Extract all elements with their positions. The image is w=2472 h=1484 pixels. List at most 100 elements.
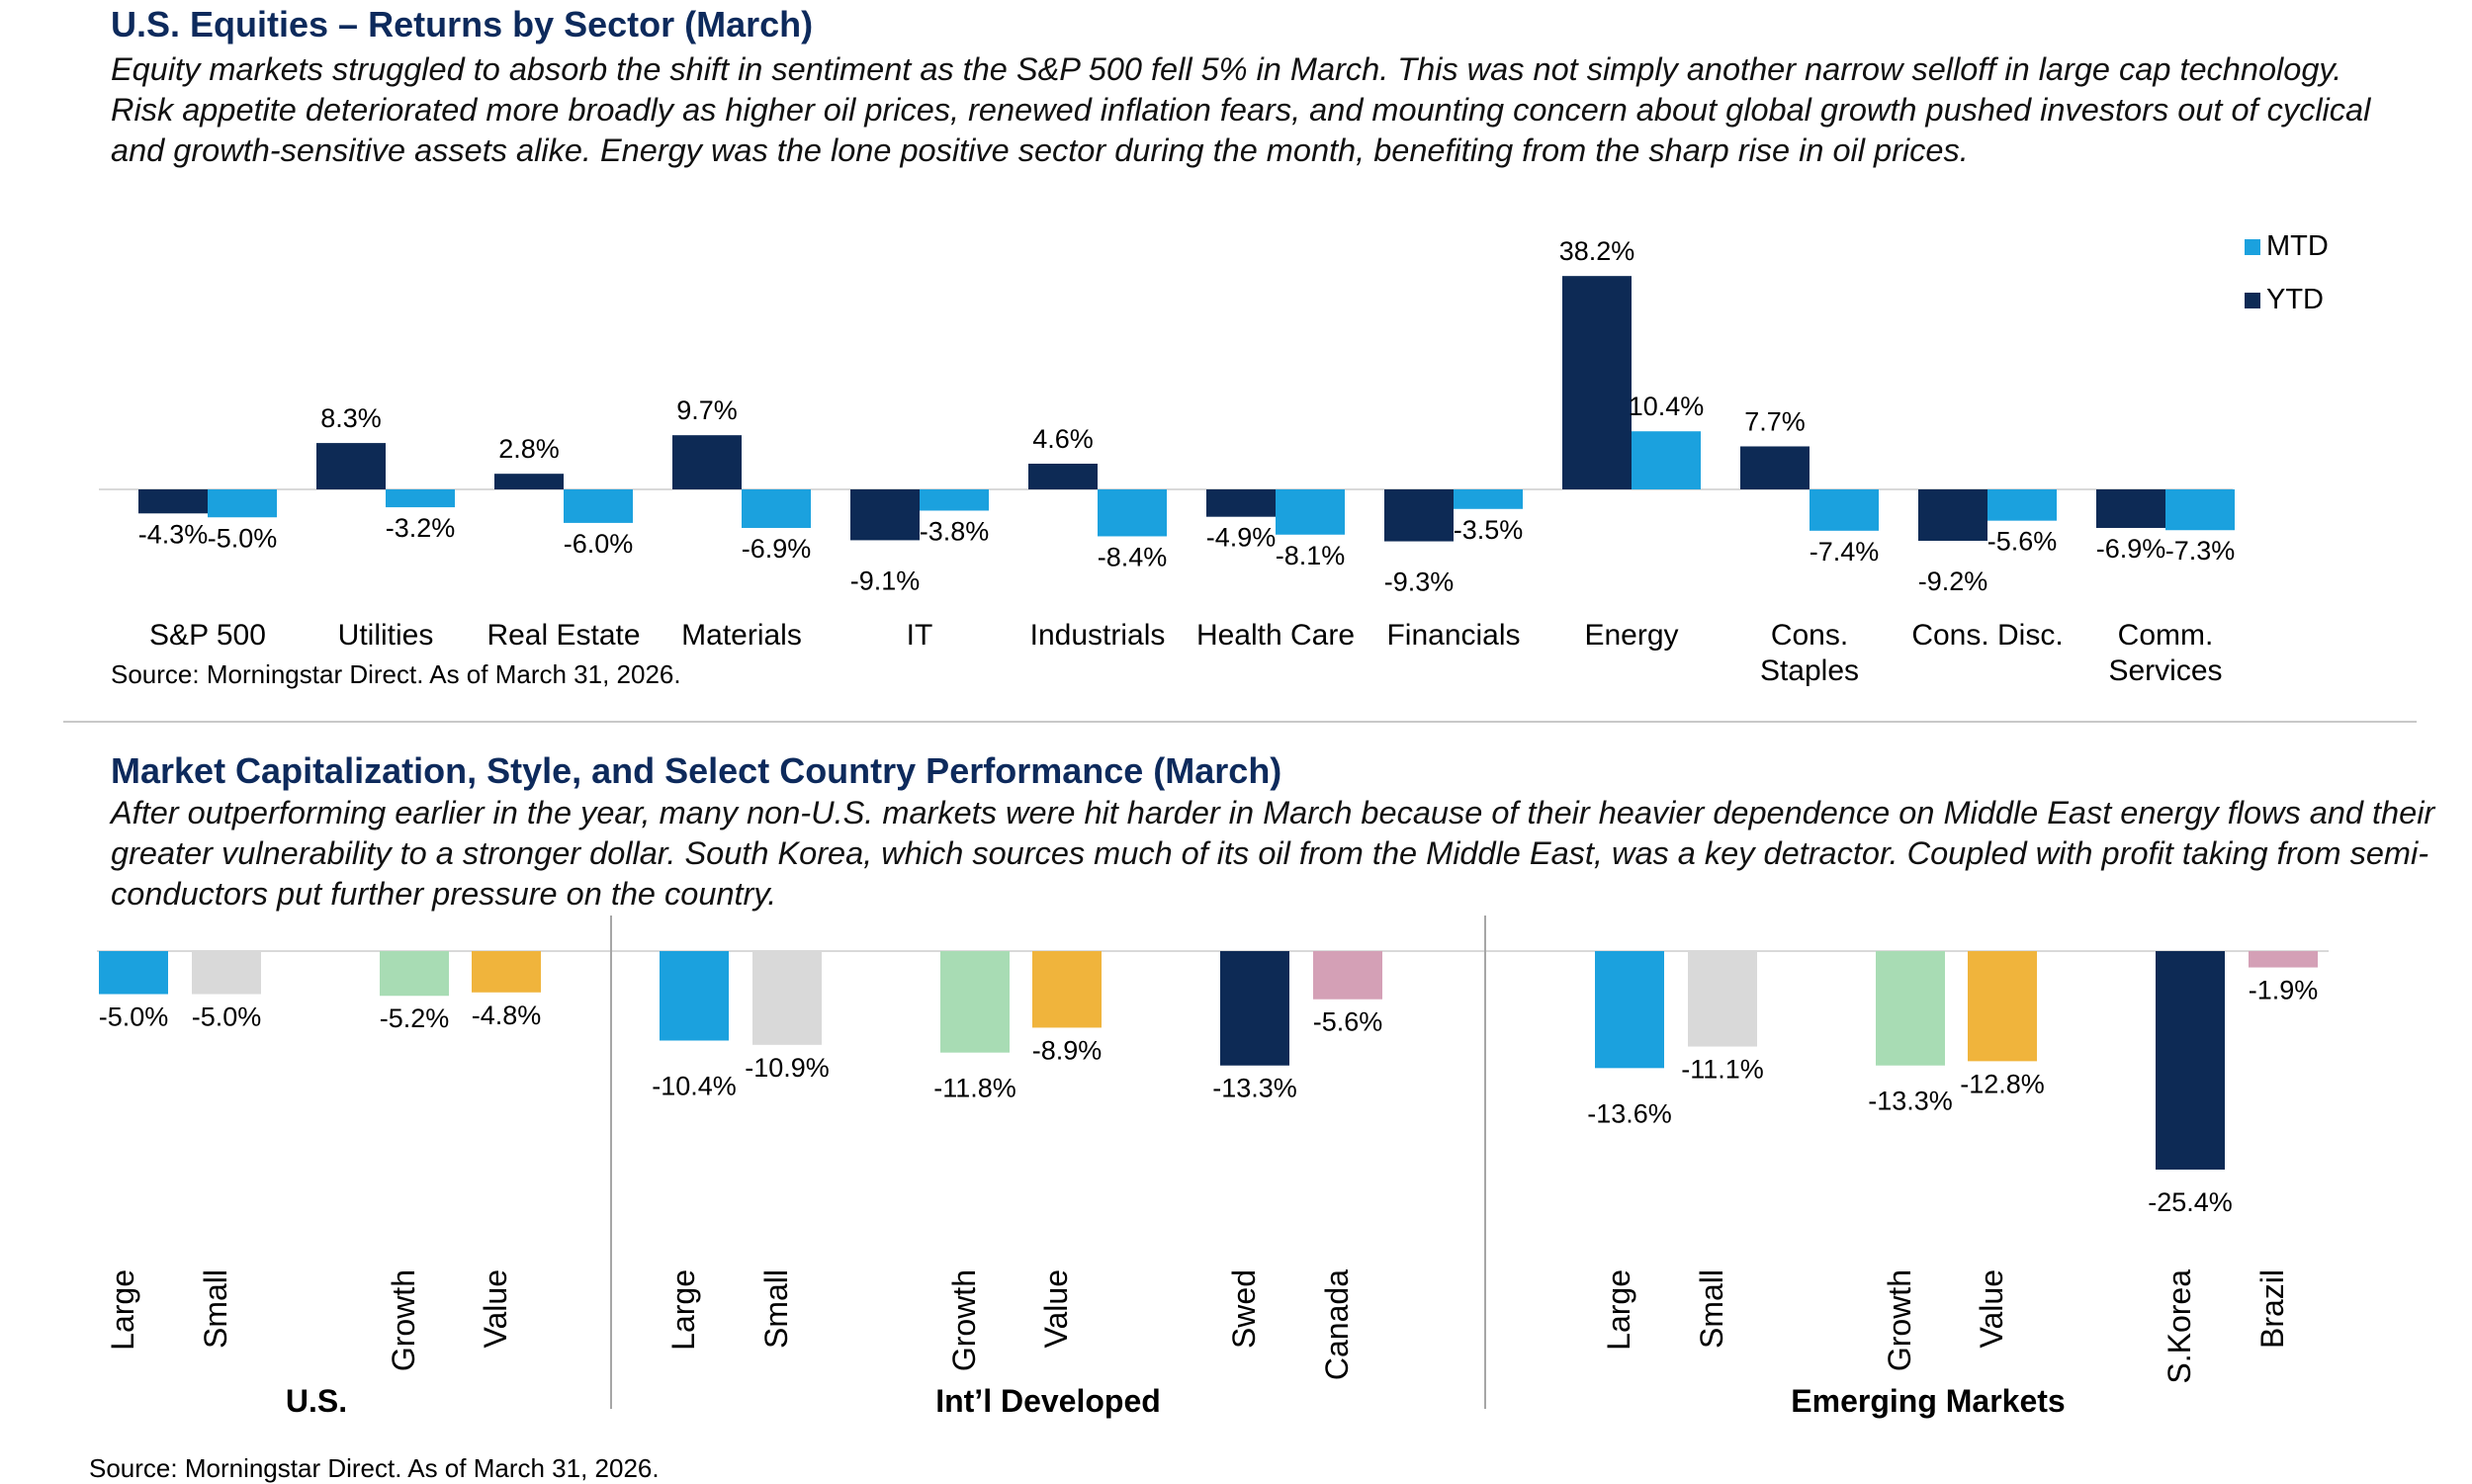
bar-int-l-developed-growth [940, 951, 1010, 1053]
data-label-ytd-real-estate: 2.8% [498, 434, 560, 464]
tick-label-cons-disc: Cons. Disc. [1911, 619, 2063, 652]
section-divider [63, 721, 2417, 723]
data-label-ytd-utilities: 8.3% [320, 403, 382, 433]
legend-swatch-mtd [2245, 239, 2260, 255]
data-label-u-s-large: -5.0% [99, 1003, 169, 1032]
tick-label-comm-services-line1: Comm. [2118, 619, 2214, 652]
tick-label-industrials: Industrials [1030, 619, 1166, 652]
bar-mtd-materials [742, 489, 811, 528]
bar-mtd-s-p-500 [208, 489, 277, 518]
bar-u-s-value [472, 951, 541, 993]
bar-u-s-small [192, 951, 261, 995]
sector-source-note: Source: Morningstar Direct. As of March … [111, 659, 681, 689]
sector-title: U.S. Equities – Returns by Sector (March… [111, 4, 814, 44]
market-performance-chart: -5.0% Large -5.0% Small -5.2% Growth -4.8% Valu… [97, 916, 2329, 1419]
tick-label-it: IT [907, 619, 933, 652]
tick-label-emerging-markets-brazil: Brazil [2254, 1269, 2290, 1349]
bar-mtd-energy [1632, 431, 1701, 489]
bar-ytd-cons-disc [1918, 489, 1987, 541]
bar-mtd-cons-disc [1987, 489, 2057, 521]
data-label-ytd-cons-staples: 7.7% [1744, 406, 1806, 436]
legend-label-mtd: MTD [2266, 230, 2329, 262]
bar-mtd-it [920, 489, 989, 511]
data-label-int-l-developed-canada: -5.6% [1313, 1007, 1383, 1037]
data-label-ytd-materials: 9.7% [676, 395, 738, 425]
data-label-u-s-value: -4.8% [472, 1001, 542, 1030]
group-label-int-l-developed: Int’l Developed [935, 1383, 1161, 1419]
tick-label-emerging-markets-s-korea: S.Korea [2162, 1269, 2197, 1384]
data-label-mtd-cons-disc: -5.6% [1987, 527, 2058, 557]
data-label-mtd-financials: -3.5% [1454, 515, 1524, 545]
bar-mtd-financials [1454, 489, 1523, 509]
data-label-ytd-comm-services: -6.9% [2096, 534, 2166, 564]
tick-label-emerging-markets-growth: Growth [1882, 1269, 1917, 1371]
tick-label-u-s-value: Value [478, 1269, 513, 1348]
bar-emerging-markets-growth [1876, 951, 1945, 1066]
tick-label-energy: Energy [1584, 619, 1678, 652]
group-label-emerging-markets: Emerging Markets [1791, 1383, 2065, 1419]
tick-label-utilities: Utilities [338, 619, 434, 652]
bar-mtd-industrials [1098, 489, 1167, 537]
market-title: Market Capitalization, Style, and Select… [111, 750, 1282, 791]
tick-label-int-l-developed-small: Small [758, 1269, 794, 1349]
tick-label-u-s-small: Small [198, 1269, 233, 1349]
data-label-int-l-developed-small: -10.9% [745, 1053, 830, 1083]
data-label-mtd-energy: 10.4% [1629, 392, 1705, 421]
group-label-u-s: U.S. [286, 1383, 347, 1419]
bar-emerging-markets-large [1595, 951, 1664, 1069]
data-label-mtd-utilities: -3.2% [386, 513, 456, 543]
bar-ytd-real-estate [494, 474, 564, 489]
data-label-int-l-developed-large: -10.4% [652, 1071, 737, 1100]
data-label-mtd-comm-services: -7.3% [2165, 536, 2236, 566]
data-label-ytd-s-p-500: -4.3% [138, 519, 209, 549]
tick-label-cons-staples-line2: Staples [1760, 655, 1859, 687]
data-label-emerging-markets-small: -11.1% [1681, 1055, 1764, 1085]
tick-label-emerging-markets-value: Value [1974, 1269, 2009, 1348]
bar-mtd-utilities [386, 489, 455, 508]
bar-ytd-financials [1384, 489, 1454, 542]
data-label-u-s-growth: -5.2% [380, 1004, 450, 1033]
bar-ytd-materials [672, 435, 742, 489]
bar-int-l-developed-swed [1220, 951, 1289, 1066]
sector-description: Equity markets struggled to absorb the s… [111, 51, 2371, 168]
tick-label-int-l-developed-value: Value [1038, 1269, 1074, 1348]
bar-emerging-markets-s-korea [2156, 951, 2225, 1170]
bar-u-s-growth [380, 951, 449, 997]
sector-returns-chart: -4.3% -5.0% S&P 500 8.3% -3.2% Utilities 2.8% -… [99, 230, 2329, 687]
bar-ytd-energy [1562, 276, 1632, 489]
data-label-mtd-it: -3.8% [920, 516, 990, 546]
tick-label-comm-services-line2: Services [2108, 655, 2222, 687]
data-label-emerging-markets-large: -13.6% [1587, 1098, 1672, 1128]
data-label-mtd-real-estate: -6.0% [564, 529, 634, 559]
market-source-note: Source: Morningstar Direct. As of March … [89, 1453, 660, 1483]
tick-label-u-s-large: Large [105, 1269, 140, 1351]
bar-ytd-comm-services [2096, 489, 2165, 528]
data-label-mtd-s-p-500: -5.0% [208, 523, 278, 553]
tick-label-emerging-markets-small: Small [1694, 1269, 1729, 1349]
bar-mtd-health-care [1276, 489, 1345, 535]
data-label-int-l-developed-growth: -11.8% [933, 1074, 1016, 1103]
tick-label-emerging-markets-large: Large [1601, 1269, 1636, 1351]
bar-emerging-markets-small [1688, 951, 1757, 1047]
bar-mtd-cons-staples [1810, 489, 1879, 531]
tick-label-int-l-developed-large: Large [665, 1269, 701, 1351]
data-label-ytd-cons-disc: -9.2% [1918, 567, 1988, 596]
data-label-emerging-markets-value: -12.8% [1960, 1069, 2045, 1098]
bar-u-s-large [99, 951, 168, 995]
tick-label-int-l-developed-canada: Canada [1319, 1269, 1355, 1380]
bar-mtd-comm-services [2165, 489, 2235, 531]
bar-ytd-utilities [316, 443, 386, 489]
bar-int-l-developed-canada [1313, 951, 1382, 1000]
tick-label-materials: Materials [681, 619, 802, 652]
data-label-ytd-industrials: 4.6% [1032, 424, 1094, 454]
bar-emerging-markets-value [1968, 951, 2037, 1062]
tick-label-real-estate: Real Estate [486, 619, 640, 652]
data-label-u-s-small: -5.0% [192, 1003, 262, 1032]
bar-ytd-cons-staples [1740, 446, 1810, 489]
data-label-emerging-markets-growth: -13.3% [1868, 1087, 1953, 1116]
tick-label-u-s-growth: Growth [386, 1269, 421, 1371]
bar-ytd-s-p-500 [138, 489, 208, 514]
bar-ytd-industrials [1028, 464, 1098, 489]
data-label-emerging-markets-brazil: -1.9% [2249, 976, 2319, 1005]
tick-label-s-p-500: S&P 500 [149, 619, 266, 652]
